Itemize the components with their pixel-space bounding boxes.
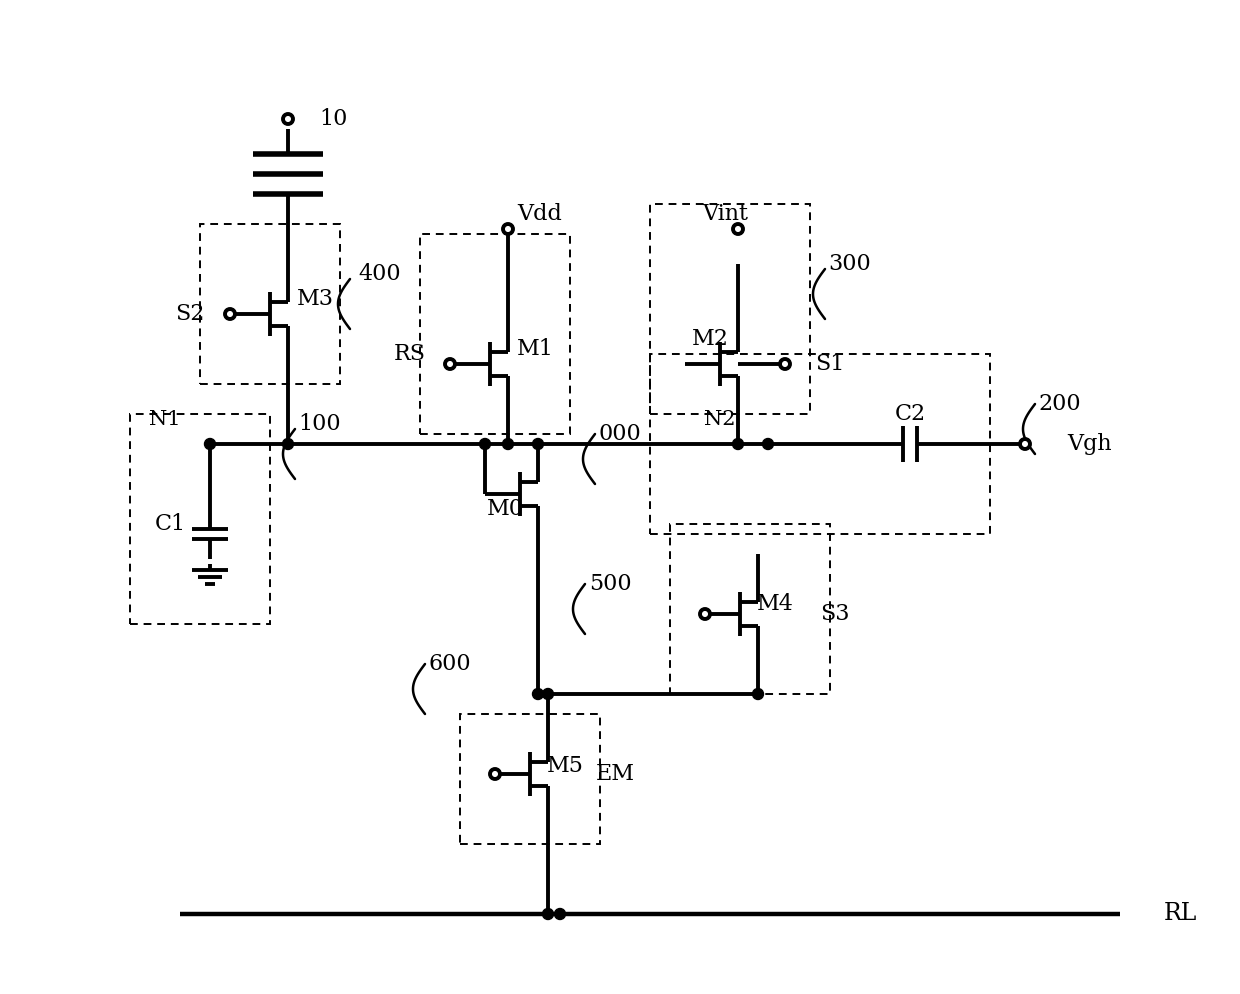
Text: 100: 100 [299, 413, 341, 435]
Text: 400: 400 [358, 263, 402, 285]
Circle shape [224, 309, 236, 319]
Text: C2: C2 [894, 403, 925, 425]
Bar [200, 224, 340, 384]
Text: M0: M0 [486, 498, 523, 520]
Text: S1: S1 [816, 353, 844, 375]
Bar [650, 204, 810, 414]
Text: Vdd: Vdd [517, 203, 563, 225]
Circle shape [490, 769, 500, 779]
Circle shape [445, 359, 455, 369]
Circle shape [532, 438, 543, 449]
Text: S2: S2 [175, 303, 205, 325]
Circle shape [502, 438, 513, 449]
Bar [130, 414, 270, 624]
Text: S3: S3 [820, 603, 849, 625]
Circle shape [543, 689, 553, 700]
Text: M2: M2 [692, 328, 728, 350]
Bar [670, 524, 830, 694]
Text: 300: 300 [828, 253, 872, 275]
Text: RL: RL [1163, 903, 1197, 925]
Circle shape [480, 438, 491, 449]
Circle shape [733, 224, 743, 234]
Circle shape [554, 909, 565, 919]
Text: 200: 200 [1039, 393, 1081, 415]
Circle shape [503, 224, 513, 234]
Circle shape [205, 438, 216, 449]
Text: C1: C1 [155, 513, 186, 535]
Bar [650, 354, 990, 534]
Circle shape [283, 438, 294, 449]
Bar [460, 714, 600, 844]
Text: N1: N1 [149, 410, 181, 428]
Text: RS: RS [394, 343, 427, 365]
Text: Vgh: Vgh [1068, 433, 1112, 455]
Circle shape [1021, 439, 1030, 449]
Circle shape [763, 438, 774, 449]
Text: M3: M3 [296, 288, 334, 310]
Text: M1: M1 [517, 338, 553, 360]
Text: N2: N2 [704, 410, 735, 428]
Bar [420, 234, 570, 434]
Text: 10: 10 [319, 108, 347, 130]
Text: 000: 000 [599, 423, 641, 445]
Text: 500: 500 [589, 573, 631, 595]
Circle shape [753, 689, 764, 700]
Circle shape [701, 609, 711, 619]
Text: M4: M4 [756, 593, 794, 615]
Text: Vint: Vint [702, 203, 748, 225]
Circle shape [543, 909, 553, 919]
Text: M5: M5 [547, 755, 584, 777]
Circle shape [733, 438, 744, 449]
Text: 600: 600 [429, 653, 471, 675]
Circle shape [283, 114, 293, 124]
Circle shape [532, 689, 543, 700]
Text: EM: EM [595, 763, 635, 785]
Circle shape [780, 359, 790, 369]
